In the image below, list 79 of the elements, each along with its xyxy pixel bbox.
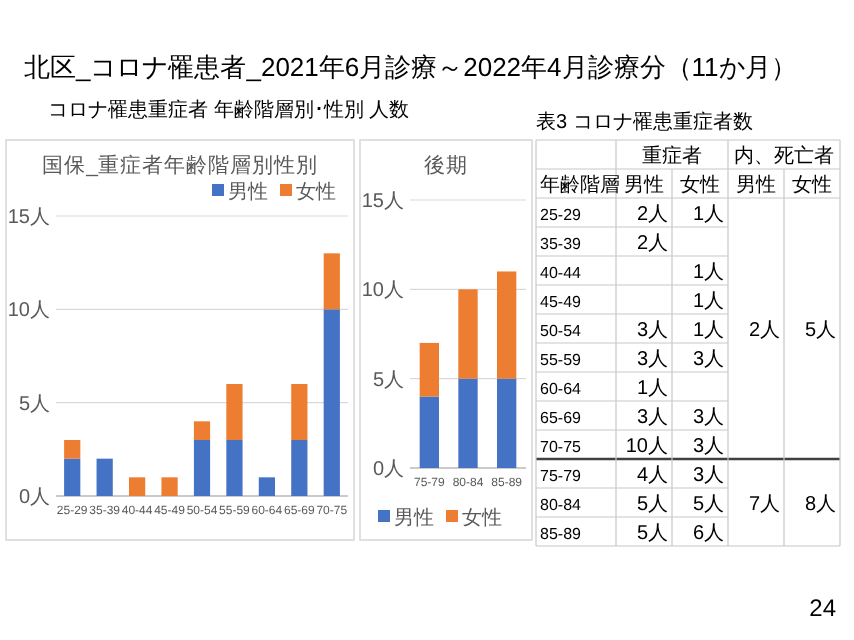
text: 内、死亡者 <box>734 144 834 168</box>
data-label: 4人 <box>636 465 668 487</box>
text: 2人 <box>748 319 780 342</box>
text: 北区_コロナ罹患者_2021年6月診療～2022年4月診療分（11か月） <box>24 52 797 82</box>
text: 重症者 <box>642 144 702 168</box>
data-label: 2人 <box>636 233 668 255</box>
data-label: 3人 <box>692 436 724 458</box>
bar <box>323 309 340 496</box>
data-label: 3人 <box>692 349 724 371</box>
data-label: 5人 <box>692 494 724 516</box>
y-tick-label: 5人 <box>372 369 404 392</box>
bar <box>419 342 439 397</box>
data-label: 2人 <box>636 204 668 226</box>
data-label: 1人 <box>692 262 724 284</box>
data-label: 3人 <box>636 407 668 429</box>
bar <box>291 384 308 440</box>
text: 女性 <box>792 173 832 197</box>
bar <box>193 421 211 440</box>
bar <box>497 271 517 379</box>
bar <box>226 440 243 496</box>
legend-label: 女性 <box>462 506 502 530</box>
data-label: 3人 <box>636 320 668 342</box>
data-label: 1人 <box>692 204 724 226</box>
category-label: 40-44 <box>540 264 583 282</box>
chart-title: 国保_重症者年齢階層別性別 <box>42 152 318 178</box>
data-label: 1人 <box>636 378 668 400</box>
data-label: 3人 <box>692 407 724 429</box>
bar <box>193 440 211 496</box>
legend-label: 男性 <box>228 180 268 204</box>
y-tick-label: 15人 <box>7 207 50 229</box>
data-label: 3人 <box>636 349 668 371</box>
text: 7人 <box>748 493 780 516</box>
bar <box>419 396 439 468</box>
text: 8人 <box>804 493 836 516</box>
legend-label: 女性 <box>296 180 336 204</box>
category-label: 60-64 <box>540 380 583 398</box>
bar <box>258 477 275 496</box>
data-label: 5人 <box>636 523 668 545</box>
bar <box>458 378 478 468</box>
bar <box>497 378 517 468</box>
data-label: 10人 <box>625 436 668 458</box>
text: コロナ罹患重症者 年齢階層別･性別 人数 <box>48 98 410 122</box>
data-label: 6人 <box>692 523 724 545</box>
y-tick-label: 10人 <box>361 280 404 303</box>
text: 年齢階層 <box>540 173 620 197</box>
bar <box>64 458 81 496</box>
legend-label: 男性 <box>394 506 434 530</box>
text: 5人 <box>804 319 836 342</box>
y-tick-label: 5人 <box>18 393 50 416</box>
category-label: 45-49 <box>540 293 583 311</box>
category-label: 65-69 <box>540 409 583 427</box>
bar <box>96 458 113 496</box>
category-label: 85-89 <box>540 525 583 543</box>
bar <box>323 253 340 310</box>
y-tick-label: 0人 <box>372 459 404 481</box>
category-label: 55-59 <box>540 351 583 369</box>
text: 24 <box>809 594 837 622</box>
category-label: 25-29 <box>540 206 583 224</box>
y-tick-label: 10人 <box>7 300 50 323</box>
category-label: 35-39 <box>540 235 583 253</box>
category-label: 70-75 <box>540 438 583 456</box>
bar <box>291 440 308 496</box>
data-label: 1人 <box>692 291 724 313</box>
text: 女性 <box>680 173 720 197</box>
bar <box>226 384 243 440</box>
data-label: 5人 <box>636 494 668 516</box>
y-tick-label: 15人 <box>361 191 404 213</box>
bar <box>161 477 178 496</box>
y-tick-label: 0人 <box>18 487 50 509</box>
category-label: 50-54 <box>540 322 583 340</box>
bar <box>129 477 146 496</box>
data-label: 3人 <box>692 465 724 487</box>
bar <box>64 440 81 459</box>
text: 男性 <box>736 173 776 197</box>
bar <box>458 289 478 379</box>
text: 男性 <box>624 173 664 197</box>
chart-title: 後期 <box>424 154 468 178</box>
data-label: 1人 <box>692 320 724 342</box>
text: 表3 コロナ罹患重症者数 <box>536 110 753 134</box>
